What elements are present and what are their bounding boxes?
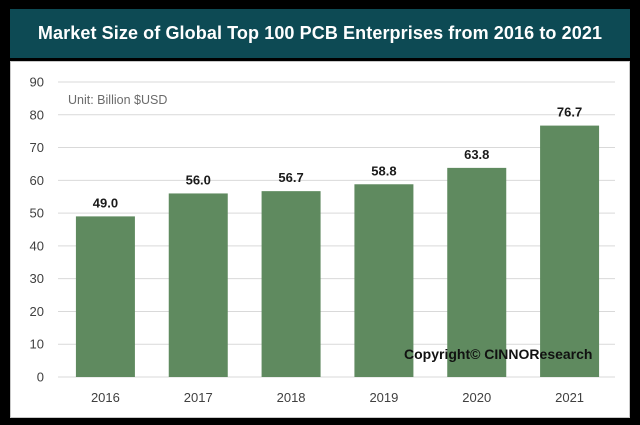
x-tick-label-2016: 2016 bbox=[91, 390, 120, 405]
value-label-2021: 76.7 bbox=[557, 105, 582, 120]
x-tick-label-2021: 2021 bbox=[555, 390, 584, 405]
y-tick-label: 80 bbox=[30, 107, 44, 122]
x-tick-label-2018: 2018 bbox=[277, 390, 306, 405]
bars bbox=[75, 125, 600, 377]
x-tick-label-2017: 2017 bbox=[184, 390, 213, 405]
bar-2019 bbox=[354, 184, 414, 377]
y-tick-label: 60 bbox=[30, 173, 44, 188]
value-labels: 49.0 56.0 56.7 58.8 63.8 76.7 bbox=[93, 105, 582, 211]
chart-title: Market Size of Global Top 100 PCB Enterp… bbox=[10, 9, 630, 58]
value-label-2018: 56.7 bbox=[278, 170, 303, 185]
bar-2016 bbox=[75, 216, 135, 377]
y-tick-label: 50 bbox=[30, 206, 44, 221]
unit-note: Unit: Billion $USD bbox=[68, 93, 167, 107]
bar-2020 bbox=[447, 167, 507, 377]
bar-2021 bbox=[540, 125, 600, 377]
gridlines bbox=[58, 81, 615, 378]
x-tick-label-2020: 2020 bbox=[462, 390, 491, 405]
y-tick-label: 70 bbox=[30, 140, 44, 155]
y-tick-label: 90 bbox=[30, 75, 44, 90]
y-tick-label: 10 bbox=[30, 337, 44, 352]
value-label-2016: 49.0 bbox=[93, 195, 118, 210]
y-tick-label: 20 bbox=[30, 304, 44, 319]
x-axis-ticks: 2016 2017 2018 2019 2020 2021 bbox=[91, 390, 584, 405]
y-axis-ticks: 0 10 20 30 40 50 60 70 80 90 bbox=[30, 75, 44, 385]
value-label-2019: 58.8 bbox=[371, 163, 396, 178]
x-tick-label-2019: 2019 bbox=[369, 390, 398, 405]
bar-2017 bbox=[168, 193, 228, 377]
copyright-text: Copyright© CINNOResearch bbox=[404, 346, 592, 362]
value-label-2017: 56.0 bbox=[186, 172, 211, 187]
y-tick-label: 40 bbox=[30, 238, 44, 253]
value-label-2020: 63.8 bbox=[464, 147, 489, 162]
bar-2018 bbox=[261, 191, 321, 377]
y-tick-label: 30 bbox=[30, 271, 44, 286]
y-tick-label: 0 bbox=[37, 370, 44, 385]
